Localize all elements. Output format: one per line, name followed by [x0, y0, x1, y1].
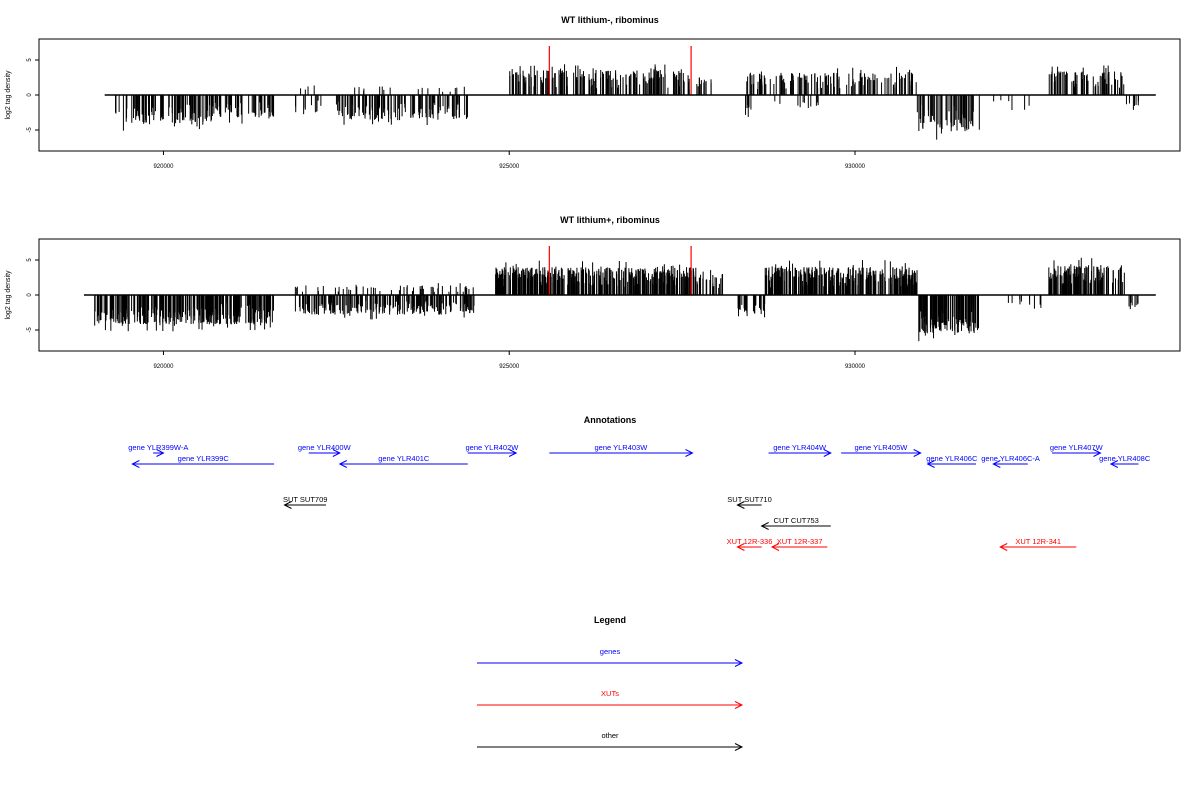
feature-label: XUT 12R-337 [777, 537, 823, 546]
x-tick-label: 930000 [845, 164, 866, 170]
feature-arrow: XUT 12R-341 [999, 537, 1077, 551]
feature-label: gene YLR406C-A [981, 454, 1040, 463]
feature-arrow: SUT SUT710 [727, 495, 772, 509]
y-tick-label: -5 [27, 327, 33, 333]
x-axis: 920000 925000 930000 [153, 351, 866, 370]
feature-label: gene YLR404W [773, 443, 827, 452]
feature-label: gene YLR402W [466, 443, 520, 452]
y-tick-label: 5 [27, 258, 33, 262]
feature-label: gene YLR405W [855, 443, 909, 452]
feature-label: gene YLR399C [178, 454, 230, 463]
feature-arrow: gene YLR402W [466, 443, 520, 457]
legend-title: Legend [594, 615, 626, 625]
feature-arrow: CUT CUT753 [760, 516, 831, 530]
feature-arrow: gene YLR407W [1050, 443, 1104, 457]
y-axis-label: log2 tag density [5, 270, 12, 320]
x-tick-label: 925000 [499, 364, 520, 370]
feature-arrow: SUT SUT709 [283, 495, 327, 509]
feature-arrow: gene YLR401C [338, 454, 468, 468]
legend-entry: XUTs [477, 689, 744, 709]
highlight-lines [548, 246, 692, 295]
x-tick-label: 920000 [153, 164, 174, 170]
feature-arrow: gene YLR403W [549, 443, 694, 457]
feature-label: XUT 12R-341 [1015, 537, 1061, 546]
y-tick-label: 0 [27, 93, 33, 97]
coverage-bars [94, 257, 1139, 342]
feature-arrow: gene YLR404W [768, 443, 832, 457]
feature-label: gene YLR401C [378, 454, 430, 463]
legend-entry: other [477, 731, 744, 751]
feature-label: gene YLR406C [926, 454, 978, 463]
feature-arrow: gene YLR408C [1099, 454, 1151, 468]
feature-label: gene YLR399W-A [128, 443, 188, 452]
feature-label: gene YLR408C [1099, 454, 1151, 463]
feature-label: CUT CUT753 [774, 516, 819, 525]
y-tick-label: 5 [27, 58, 33, 62]
legend-label: genes [600, 647, 621, 656]
y-axis: -5 0 5 [27, 258, 39, 333]
feature-label: SUT SUT710 [727, 495, 771, 504]
feature-arrow: XUT 12R-337 [770, 537, 828, 551]
legend-label: other [601, 731, 619, 740]
feature-arrow: gene YLR400W [298, 443, 352, 457]
coverage-bars [115, 64, 1139, 140]
y-tick-label: 0 [27, 293, 33, 297]
x-axis: 920000 925000 930000 [153, 151, 866, 170]
x-tick-label: 920000 [153, 364, 174, 370]
feature-arrow: gene YLR399W-A [128, 443, 188, 457]
legend-label: XUTs [601, 689, 619, 698]
annotations-title: Annotations [584, 415, 637, 425]
feature-label: gene YLR400W [298, 443, 352, 452]
x-tick-label: 930000 [845, 364, 866, 370]
feature-arrow: gene YLR406C [926, 454, 978, 468]
x-tick-label: 925000 [499, 164, 520, 170]
feature-label: gene YLR407W [1050, 443, 1104, 452]
feature-arrow: gene YLR399C [131, 454, 275, 468]
y-axis-label: log2 tag density [5, 70, 12, 120]
feature-arrow: XUT 12R-336 [727, 537, 773, 551]
track-title: WT lithium-, ribominus [561, 15, 659, 25]
y-tick-label: -5 [27, 127, 33, 133]
feature-label: gene YLR403W [594, 443, 648, 452]
highlight-lines [548, 46, 692, 95]
track-lithium-minus: WT lithium-, ribominus log2 tag density … [5, 15, 1181, 170]
legend-panel: Legend genes XUTs other [477, 615, 744, 751]
feature-label: XUT 12R-336 [727, 537, 773, 546]
legend-entries: genes XUTs other [477, 647, 744, 751]
feature-arrow: gene YLR405W [841, 443, 922, 457]
annotation-features: gene YLR399W-A gene YLR399C gene YLR400W ge… [128, 443, 1151, 551]
feature-label: SUT SUT709 [283, 495, 327, 504]
feature-arrow: gene YLR406C-A [981, 454, 1040, 468]
legend-entry: genes [477, 647, 744, 667]
track-title: WT lithium+, ribominus [560, 215, 660, 225]
track-lithium-plus: WT lithium+, ribominus log2 tag density … [5, 215, 1181, 370]
y-axis: -5 0 5 [27, 58, 39, 133]
